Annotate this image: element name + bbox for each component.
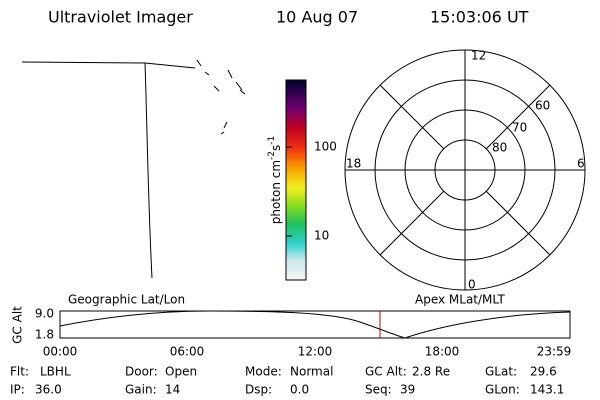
field-value: Open <box>165 365 197 379</box>
field-key: Door: <box>125 365 158 379</box>
colorbar-label: photon cm-2s-1 <box>267 136 283 225</box>
field-key: GLon: <box>485 383 520 397</box>
field-value: 0.0 <box>290 383 309 397</box>
time: 15:03:06 UT <box>430 8 529 27</box>
image-outline <box>21 59 246 279</box>
field-key: Seq: <box>365 383 392 397</box>
x-tick-label: 00:00 <box>43 345 78 359</box>
y-tick-label: 1.8 <box>35 328 54 342</box>
date: 10 Aug 07 <box>276 8 358 27</box>
mlt-label: 0 <box>468 278 476 292</box>
field-value: 14 <box>165 383 180 397</box>
y-label: GC Alt <box>11 306 25 344</box>
field-key: GC Alt: <box>365 365 407 379</box>
title: Ultraviolet Imager <box>48 8 193 27</box>
field-key: IP: <box>10 383 25 397</box>
colorbar-tick: 10 <box>314 229 329 243</box>
mlt-label: 6 <box>577 157 585 171</box>
altitude-box <box>59 310 571 339</box>
lat-label: 60 <box>535 99 550 113</box>
lat-label: 70 <box>512 121 527 135</box>
x-tick-label: 18:00 <box>425 345 460 359</box>
x-tick-label: 06:00 <box>170 345 205 359</box>
field-value: 143.1 <box>530 383 564 397</box>
field-value: 39 <box>400 383 415 397</box>
field-key: Flt: <box>10 365 29 379</box>
y-tick-label: 9.0 <box>35 307 54 321</box>
field-value: 29.6 <box>530 365 557 379</box>
field-value: 2.8 Re <box>412 365 450 379</box>
field-key: Mode: <box>245 365 282 379</box>
x-tick-label: 23:59 <box>537 345 572 359</box>
left-label: Geographic Lat/Lon <box>68 293 185 307</box>
colorbar-tick: 100 <box>314 140 337 154</box>
field-value: Normal <box>290 365 333 379</box>
x-tick-label: 12:00 <box>298 345 333 359</box>
lat-label: 80 <box>492 141 507 155</box>
polar-grid <box>344 49 586 291</box>
field-value: 36.0 <box>35 383 62 397</box>
field-key: GLat: <box>485 365 517 379</box>
field-key: Gain: <box>125 383 157 397</box>
mlt-label: 18 <box>346 157 361 171</box>
color-bar <box>285 79 307 281</box>
field-value: LBHL <box>40 365 71 379</box>
mlt-label: 12 <box>471 49 486 63</box>
altitude-curve <box>59 310 571 339</box>
right-label: Apex MLat/MLT <box>415 293 505 307</box>
footer: Flt: LBHL Door: Open Mode: Normal GC Alt: 2.8 R… <box>10 365 564 397</box>
field-key: Dsp: <box>245 383 272 397</box>
